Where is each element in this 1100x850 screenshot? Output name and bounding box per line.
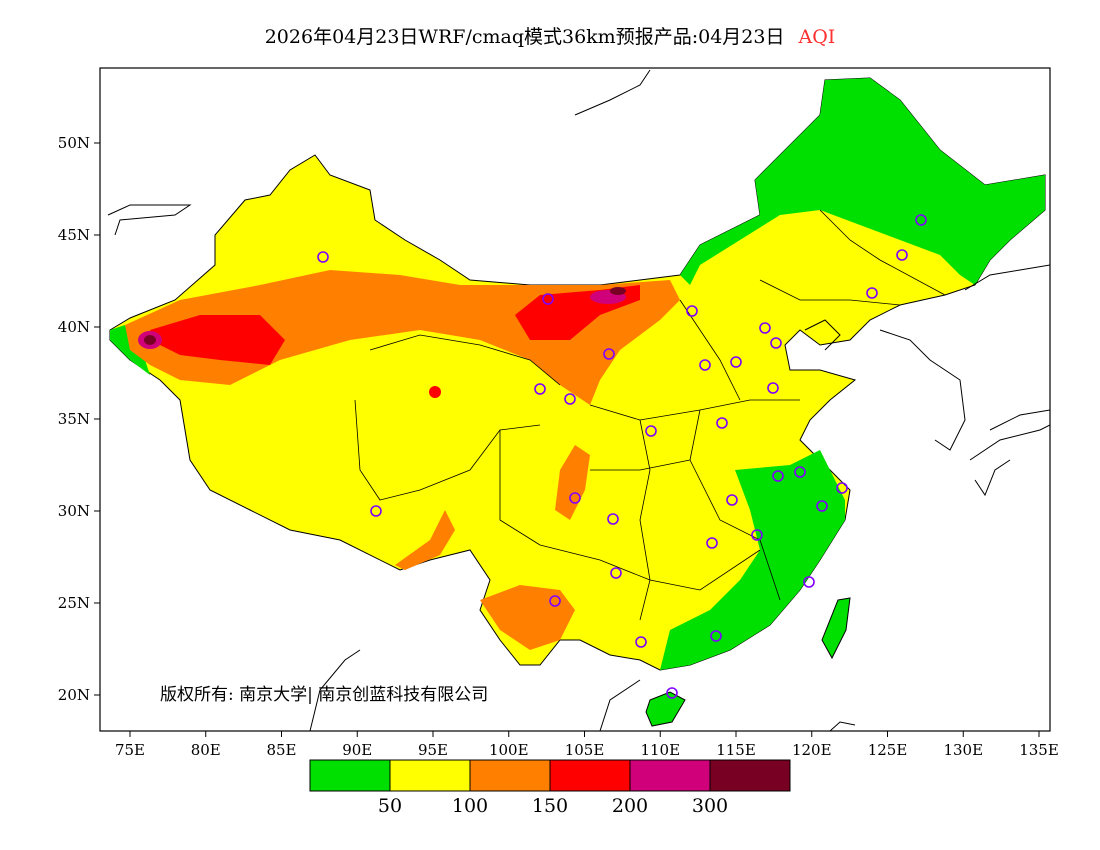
lat-label: 45N — [58, 226, 90, 244]
legend-swatch — [309, 759, 391, 792]
region-aqi-100-150-south — [480, 585, 575, 650]
lat-label: 40N — [58, 318, 90, 336]
color-legend: 50 100 150 200 300 — [309, 759, 791, 817]
legend-swatch — [389, 759, 471, 792]
legend-swatch — [469, 759, 551, 792]
legend-swatch — [709, 759, 791, 792]
city-marker — [915, 214, 927, 226]
lon-label: 95E — [418, 741, 448, 759]
lat-label: 20N — [58, 686, 90, 704]
lat-label: 50N — [58, 134, 90, 152]
coastlines — [107, 69, 1050, 731]
map-area — [100, 68, 1050, 731]
city-marker — [803, 576, 815, 588]
city-marker — [770, 337, 782, 349]
title-variable: AQI — [798, 26, 836, 48]
city-marker — [564, 393, 576, 405]
city-marker — [603, 348, 615, 360]
city-marker — [549, 595, 561, 607]
region-aqi-100-150-sichuan — [555, 445, 590, 520]
lon-label: 135E — [1019, 741, 1059, 759]
region-aqi-150-200-west — [150, 315, 285, 365]
lon-label: 110E — [640, 741, 680, 759]
city-marker — [730, 356, 742, 368]
lon-label: 90E — [342, 741, 372, 759]
province-boundaries — [354, 209, 946, 621]
city-marker — [534, 383, 546, 395]
legend-label: 150 — [532, 795, 568, 817]
lon-label: 85E — [266, 741, 296, 759]
city-marker — [686, 305, 698, 317]
city-marker — [759, 322, 771, 334]
city-marker — [794, 466, 806, 478]
city-marker — [370, 505, 382, 517]
city-marker — [635, 636, 647, 648]
region-aqi-0-50-southeast — [660, 450, 845, 670]
city-marker — [607, 513, 619, 525]
region-aqi-300-plus-north — [610, 287, 626, 295]
region-aqi-0-50-northeast — [680, 78, 1045, 285]
city-marker — [816, 500, 828, 512]
lat-label: 25N — [58, 594, 90, 612]
city-markers — [317, 214, 927, 699]
lon-label: 125E — [868, 741, 908, 759]
axis-ticks: 75E 80E 85E 90E 95E 100E 105E 110E 115E 120E 125E 1… — [58, 134, 1059, 759]
city-marker — [866, 287, 878, 299]
copyright-text: 版权所有: 南京大学| 南京创蓝科技有限公司 — [160, 685, 489, 705]
legend-label: 300 — [692, 795, 728, 817]
city-marker — [772, 470, 784, 482]
lon-label: 75E — [115, 741, 145, 759]
city-marker — [751, 529, 763, 541]
city-marker — [645, 425, 657, 437]
city-marker — [542, 293, 554, 305]
city-marker — [699, 359, 711, 371]
island-hainan — [645, 691, 686, 727]
legend-label: 50 — [378, 795, 402, 817]
city-marker — [610, 567, 622, 579]
city-marker — [767, 382, 779, 394]
lon-label: 100E — [489, 741, 529, 759]
legend-label: 200 — [612, 795, 648, 817]
lon-label: 115E — [716, 741, 756, 759]
island-taiwan — [821, 597, 851, 660]
lon-label: 130E — [943, 741, 983, 759]
map-frame — [99, 67, 1051, 732]
city-marker — [317, 251, 329, 263]
region-aqi-100-150-tibet — [395, 510, 455, 570]
city-marker — [726, 494, 738, 506]
city-marker — [666, 687, 678, 699]
city-marker — [706, 537, 718, 549]
legend-swatch — [549, 759, 631, 792]
region-aqi-150-200-spot — [429, 386, 441, 398]
lat-label: 30N — [58, 502, 90, 520]
city-marker — [569, 492, 581, 504]
city-marker — [716, 417, 728, 429]
region-aqi-300-plus — [144, 335, 156, 345]
legend-swatch — [629, 759, 711, 792]
map-title: 2026年04月23日WRF/cmaq模式36km预报产品:04月23日 AQI — [0, 22, 1100, 49]
city-marker — [710, 630, 722, 642]
lon-label: 120E — [792, 741, 832, 759]
city-marker — [896, 249, 908, 261]
title-main: 2026年04月23日WRF/cmaq模式36km预报产品:04月23日 — [264, 26, 785, 48]
lat-label: 35N — [58, 410, 90, 428]
lon-label: 105E — [565, 741, 605, 759]
city-marker — [836, 482, 848, 494]
lon-label: 80E — [191, 741, 221, 759]
legend-label: 100 — [452, 795, 488, 817]
